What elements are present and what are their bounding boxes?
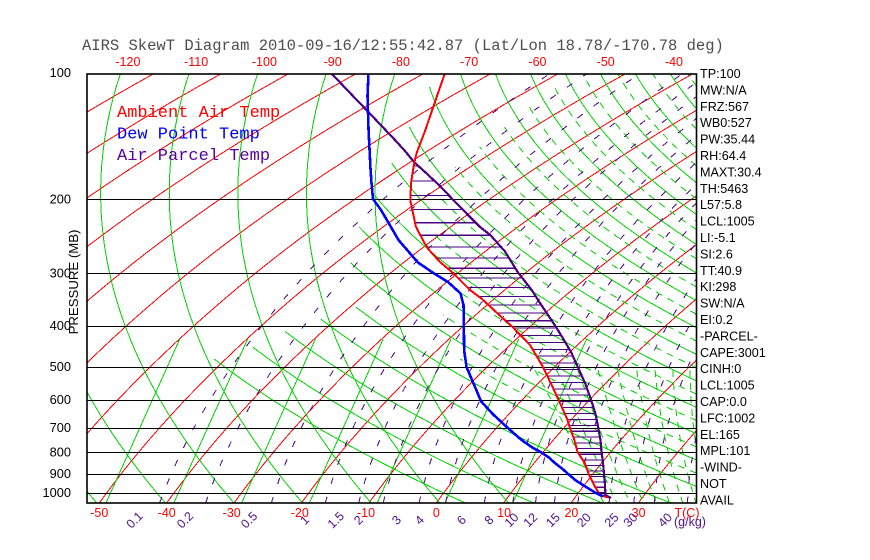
- svg-text:-WIND-: -WIND-: [700, 461, 742, 475]
- svg-text:AVAIL: AVAIL: [700, 493, 734, 507]
- svg-text:0: 0: [433, 506, 440, 520]
- svg-text:-100: -100: [252, 55, 277, 69]
- svg-text:30: 30: [632, 506, 646, 520]
- svg-text:WB0:527: WB0:527: [700, 116, 752, 130]
- svg-text:-120: -120: [115, 55, 140, 69]
- svg-text:10: 10: [497, 506, 511, 520]
- svg-text:PRESSURE (MB): PRESSURE (MB): [66, 230, 81, 335]
- svg-text:Dew Point Temp: Dew Point Temp: [117, 126, 260, 145]
- svg-text:(g/kg): (g/kg): [674, 515, 706, 529]
- svg-text:-80: -80: [392, 55, 410, 69]
- svg-text:-10: -10: [357, 506, 375, 520]
- svg-text:800: 800: [50, 444, 71, 459]
- svg-text:-70: -70: [460, 55, 478, 69]
- svg-text:LFC:1002: LFC:1002: [700, 411, 755, 425]
- svg-text:-40: -40: [665, 55, 683, 69]
- svg-text:-50: -50: [597, 55, 615, 69]
- svg-text:CAPE:3001: CAPE:3001: [700, 346, 766, 360]
- svg-text:-60: -60: [528, 55, 546, 69]
- svg-text:400: 400: [50, 318, 71, 333]
- svg-text:Ambient Air Temp: Ambient Air Temp: [117, 104, 280, 123]
- svg-text:500: 500: [50, 359, 71, 374]
- svg-text:20: 20: [564, 506, 578, 520]
- svg-text:-30: -30: [223, 506, 241, 520]
- svg-text:600: 600: [50, 392, 71, 407]
- svg-text:LCL:1005: LCL:1005: [700, 215, 755, 229]
- svg-text:SI:2.6: SI:2.6: [700, 247, 733, 261]
- svg-text:RH:64.4: RH:64.4: [700, 149, 746, 163]
- svg-text:LI:-5.1: LI:-5.1: [700, 231, 736, 245]
- svg-text:CAP:0.0: CAP:0.0: [700, 395, 747, 409]
- svg-text:300: 300: [50, 266, 71, 281]
- svg-text:KI:298: KI:298: [700, 280, 736, 294]
- svg-text:MAXT:30.4: MAXT:30.4: [700, 165, 762, 179]
- svg-text:100: 100: [50, 65, 71, 80]
- svg-text:1000: 1000: [43, 485, 71, 500]
- svg-text:T(C): T(C): [675, 506, 700, 520]
- svg-text:-20: -20: [291, 506, 309, 520]
- svg-text:900: 900: [50, 466, 71, 481]
- svg-text:-90: -90: [324, 55, 342, 69]
- svg-text:CINH:0: CINH:0: [700, 362, 741, 376]
- svg-text:TP:100: TP:100: [700, 67, 741, 81]
- svg-text:MW:N/A: MW:N/A: [700, 83, 747, 97]
- svg-text:Air Parcel Temp: Air Parcel Temp: [117, 147, 270, 166]
- svg-text:EI:0.2: EI:0.2: [700, 313, 733, 327]
- svg-text:-40: -40: [158, 506, 176, 520]
- svg-text:NOT: NOT: [700, 477, 727, 491]
- svg-text:EL:165: EL:165: [700, 428, 740, 442]
- svg-text:200: 200: [50, 192, 71, 207]
- svg-text:FRZ:567: FRZ:567: [700, 100, 749, 114]
- svg-text:-110: -110: [184, 55, 208, 69]
- svg-text:-PARCEL-: -PARCEL-: [700, 329, 758, 343]
- svg-text:TT:40.9: TT:40.9: [700, 264, 742, 278]
- svg-text:700: 700: [50, 420, 71, 435]
- svg-text:PW:35.44: PW:35.44: [700, 133, 755, 147]
- svg-text:SW:N/A: SW:N/A: [700, 297, 745, 311]
- svg-text:LCL:1005: LCL:1005: [700, 379, 755, 393]
- svg-text:-50: -50: [90, 506, 108, 520]
- svg-text:TH:5463: TH:5463: [700, 182, 748, 196]
- svg-text:AIRS SkewT Diagram 2010-09-16/: AIRS SkewT Diagram 2010-09-16/12:55:42.8…: [82, 37, 724, 55]
- svg-text:MPL:101: MPL:101: [700, 444, 750, 458]
- svg-text:L57:5.8: L57:5.8: [700, 198, 742, 212]
